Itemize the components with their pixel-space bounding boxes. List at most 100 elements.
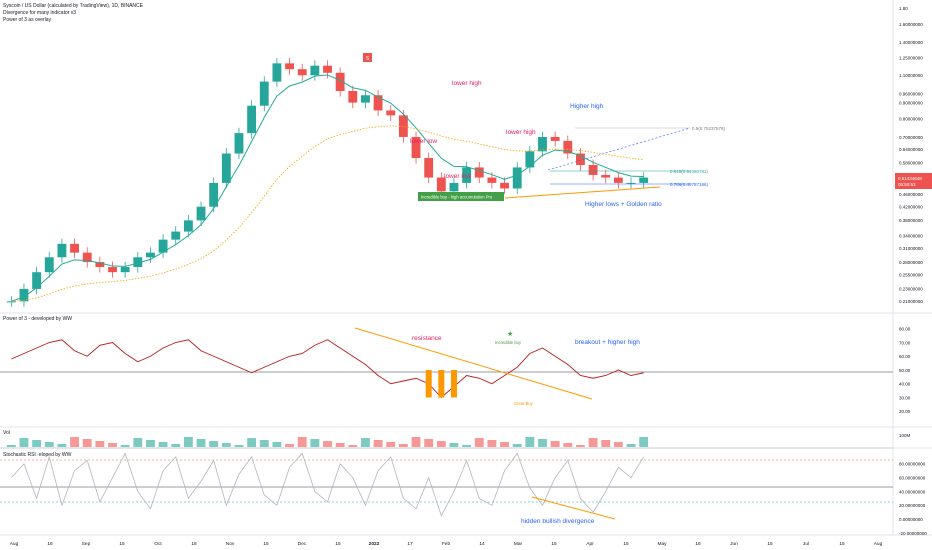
time-tick-label: 15 bbox=[119, 541, 125, 547]
volume-bar bbox=[158, 442, 168, 447]
price-candle bbox=[462, 167, 472, 183]
time-tick-label: Sep bbox=[82, 541, 91, 547]
price-tick-label: 0.80000000 bbox=[899, 117, 923, 122]
volume-tick-label: 100M bbox=[899, 433, 911, 438]
price-candle bbox=[285, 63, 294, 70]
price-candle bbox=[82, 252, 92, 263]
current-price-tag bbox=[895, 173, 932, 189]
volume-bar bbox=[613, 442, 623, 447]
time-tick-label: Apr bbox=[586, 541, 594, 547]
time-tick-label: Mar bbox=[514, 541, 523, 547]
annotation-breakout: breakout + higher high bbox=[575, 339, 640, 346]
price-candle bbox=[373, 95, 383, 111]
annotation-higher-high: Higher high bbox=[570, 103, 604, 110]
price-tick-label: 0.21000000 bbox=[899, 299, 923, 304]
sell-marker-label: S bbox=[366, 56, 370, 62]
price-tick-label: 0.25500000 bbox=[899, 273, 923, 278]
time-tick-label: Jun bbox=[730, 541, 738, 547]
volume-bar bbox=[196, 439, 206, 447]
volume-bar bbox=[348, 445, 358, 447]
annotation-lower-high-2: lower high bbox=[506, 129, 536, 136]
price-candle bbox=[500, 182, 509, 189]
price-axis[interactable]: 1.80 1.60000000 1.40000000 1.25000000 1.1000… bbox=[899, 6, 923, 304]
volume-bar bbox=[487, 440, 497, 447]
price-candle bbox=[613, 177, 623, 183]
pow3-tick-label: 50.00 bbox=[899, 368, 911, 373]
price-tick-label: 0.64000000 bbox=[899, 147, 923, 152]
volume-bar bbox=[32, 440, 42, 447]
volume-axis[interactable]: 100M bbox=[899, 433, 911, 438]
volume-bar bbox=[335, 443, 345, 447]
price-candle bbox=[70, 243, 79, 253]
time-axis[interactable]: Aug 16 Sep 15 Oct 18 Nov 15 Dec 15 2022 17 Feb 14 Mar 1… bbox=[10, 541, 883, 547]
price-tick-label: 0.31000000 bbox=[899, 246, 923, 251]
price-candle bbox=[512, 167, 522, 189]
price-tick-label: 0.28000000 bbox=[899, 260, 923, 265]
volume-bar bbox=[411, 437, 421, 447]
price-candle bbox=[550, 136, 560, 141]
volume-bar bbox=[538, 439, 547, 447]
pow3-tick-label: 20.00 bbox=[899, 409, 911, 414]
annotation-hidden-bullish: hidden bullish divergence bbox=[521, 518, 595, 525]
volume-bar bbox=[95, 441, 105, 447]
price-candle bbox=[601, 174, 611, 178]
price-candle bbox=[639, 177, 649, 183]
price-candle bbox=[183, 220, 193, 232]
volume-bar bbox=[323, 441, 332, 447]
volume-bar bbox=[19, 438, 29, 447]
volume-bar bbox=[525, 437, 535, 447]
annotation-incredible-buy: Incredible buy bbox=[495, 340, 522, 345]
pow3-tick-label: 70.00 bbox=[899, 340, 911, 345]
price-candle bbox=[158, 239, 168, 253]
price-tick-label: 0.96000000 bbox=[899, 92, 923, 97]
time-tick-label: 15 bbox=[767, 541, 773, 547]
volume-bar bbox=[120, 445, 130, 447]
price-candle bbox=[297, 69, 307, 76]
stoch-tick-label: 40.00000000 bbox=[899, 489, 926, 494]
price-tick-label: 1.40000000 bbox=[899, 40, 923, 45]
annotation-higher-lows: Higher lows + Golden ratio bbox=[585, 201, 662, 208]
pow3-tick-label: 80.00 bbox=[899, 327, 911, 332]
fib-label-0.618: 0.618(0.54080781) bbox=[670, 169, 709, 174]
time-tick-label: 16 bbox=[695, 541, 701, 547]
price-candle bbox=[576, 153, 585, 166]
time-tick-label: 16 bbox=[47, 541, 53, 547]
pow3-tick-label: 60.00 bbox=[899, 354, 911, 359]
volume-bar bbox=[209, 441, 219, 447]
stoch-axis[interactable]: 80.00000000 60.00000000 40.00000000 20.0000… bbox=[899, 462, 927, 536]
price-candle bbox=[196, 206, 206, 221]
volume-bar bbox=[550, 441, 560, 447]
signal-label-bg bbox=[418, 192, 504, 201]
annotation-great-buy: Great Buy bbox=[514, 401, 534, 406]
current-price-value: 0.51434648 bbox=[898, 176, 922, 181]
volume-bar bbox=[310, 439, 320, 447]
price-tick-label: 1.60000000 bbox=[899, 22, 923, 27]
price-candles-group bbox=[6, 58, 649, 307]
volume-bar bbox=[626, 444, 636, 447]
price-tick-label: 0.34000000 bbox=[899, 233, 923, 238]
price-candle bbox=[411, 136, 421, 158]
pow3-axis[interactable]: 80.00 70.00 60.00 50.00 40.00 30.00 20.00 bbox=[899, 327, 911, 415]
price-candle bbox=[259, 81, 269, 106]
price-candle bbox=[120, 267, 130, 273]
pow3-group bbox=[11, 339, 644, 399]
volume-bar bbox=[259, 440, 269, 447]
volume-bar bbox=[146, 440, 155, 447]
volume-bar bbox=[108, 443, 117, 447]
price-tick-label: 0.58000000 bbox=[899, 160, 923, 165]
volume-bar bbox=[563, 443, 573, 447]
price-candle bbox=[133, 257, 143, 268]
time-tick-label: 15 bbox=[335, 541, 341, 547]
time-tick-label: May bbox=[657, 541, 667, 547]
pow3-tick-label: 30.00 bbox=[899, 395, 911, 400]
stoch-tick-label: 80.00000000 bbox=[899, 462, 926, 467]
price-candle bbox=[146, 252, 155, 258]
volume-bar bbox=[297, 437, 307, 447]
price-candle bbox=[323, 65, 332, 73]
price-tick-label: 0.38000000 bbox=[899, 218, 923, 223]
price-tick-label: 0.70000000 bbox=[899, 135, 923, 140]
volume-bar bbox=[221, 443, 231, 447]
resistance-trendline bbox=[354, 327, 593, 400]
price-candle bbox=[108, 267, 117, 273]
